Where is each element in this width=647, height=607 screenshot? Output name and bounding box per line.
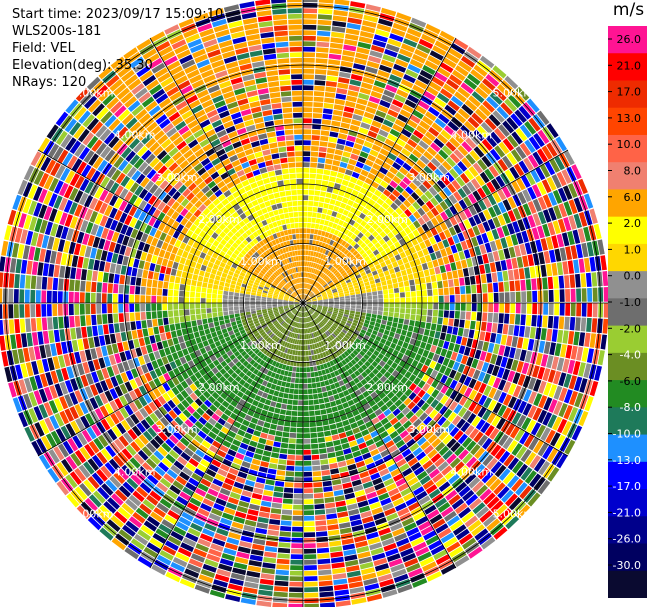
colorbar-segment <box>608 489 647 517</box>
colorbar-segment <box>608 80 647 109</box>
colorbar-tick-label: 21.0 <box>617 59 642 72</box>
colorbar-segment <box>608 216 647 245</box>
colorbar-segment <box>608 162 647 190</box>
range-ring-label: 2.00km <box>198 213 240 226</box>
azimuth-spoke <box>302 302 457 569</box>
colorbar-segment <box>608 570 647 598</box>
range-ring-label: 4.00km <box>451 129 493 142</box>
range-ring-label: 3.00km <box>408 171 450 184</box>
azimuth-spoke <box>37 149 304 304</box>
range-ring-label: 4.00km <box>451 465 493 478</box>
colorbar-tick-label: -4.0 <box>620 349 641 362</box>
azimuth-spoke <box>302 37 457 304</box>
colorbar-tick-label: -26.0 <box>613 533 641 546</box>
range-ring-label: 3.00km <box>156 171 198 184</box>
range-ring-label: 2.00km <box>198 381 240 394</box>
range-ring-label: 1.00km <box>324 339 366 352</box>
colorbar-segment <box>608 26 647 54</box>
range-ring-label: 4.00km <box>114 129 156 142</box>
colorbar-tick-label: -10.0 <box>613 428 641 441</box>
elevation-label: Elevation(deg): 35.30 <box>12 58 153 73</box>
colorbar-tick-label: -21.0 <box>613 506 641 519</box>
range-ring-label: 5.00km <box>72 87 114 100</box>
colorbar-tick-label: -13.0 <box>613 454 641 467</box>
range-ring-label: 4.00km <box>114 465 156 478</box>
colorbar-segment <box>608 407 647 436</box>
colorbar-tick-label: -2.0 <box>620 322 641 335</box>
colorbar-segment <box>608 543 647 572</box>
range-ring-label: 5.00km <box>493 507 535 520</box>
velocity-colorbar: 26.0 21.0 17.0 13.0 10.0 8.0 6.0 2.0 1.0 0.0 -1.0 -… <box>608 26 647 598</box>
range-ring-label: 5.00km <box>493 87 535 100</box>
range-ring-labels: 1.00km 2.00km 3.00km 4.00km 5.00km 1.00km 2.00… <box>72 87 534 521</box>
colorbar-tick-label: 1.0 <box>624 243 642 256</box>
azimuth-spoke <box>149 302 304 569</box>
colorbar-title: m/s <box>612 0 645 20</box>
colorbar-segment <box>608 516 647 545</box>
colorbar-tick-label: 13.0 <box>617 112 642 125</box>
colorbar-segment <box>608 243 647 272</box>
range-ring-label: 3.00km <box>408 423 450 436</box>
velocity-gates <box>0 0 609 607</box>
colorbar-tick-label: -17.0 <box>613 480 641 493</box>
scan-info-panel: Start time: 2023/09/17 15:09:10 WLS200s-… <box>12 6 223 91</box>
azimuth-spoke <box>302 149 569 304</box>
field-label: Field: VEL <box>12 41 75 56</box>
range-ring-label: 5.00km <box>72 507 114 520</box>
instrument-label: WLS200s-181 <box>12 24 102 39</box>
colorbar-tick-label: -6.0 <box>620 375 641 388</box>
colorbar-tick-label: 0.0 <box>624 270 642 283</box>
colorbar-segment <box>608 53 647 81</box>
colorbar-segment <box>608 434 647 463</box>
colorbar-tick-label: 17.0 <box>617 86 642 99</box>
colorbar-tick-label: 10.0 <box>617 138 642 151</box>
range-ring-label: 3.00km <box>156 423 198 436</box>
colorbar-tick-label: -30.0 <box>613 559 641 572</box>
azimuth-spoke <box>149 37 304 304</box>
colorbar-tick-label: 6.0 <box>624 191 642 204</box>
range-ring-label: 1.00km <box>324 255 366 268</box>
colorbar-segment <box>608 325 647 354</box>
colorbar-segment <box>608 352 647 381</box>
nrays-label: NRays: 120 <box>12 75 87 90</box>
azimuth-spoke <box>37 302 304 457</box>
range-ring-label: 1.00km <box>240 255 282 268</box>
colorbar-tick-label: -1.0 <box>620 296 641 309</box>
range-ring-label: 1.00km <box>240 339 282 352</box>
colorbar-tick-label: 8.0 <box>624 165 642 178</box>
colorbar-tick-label: -8.0 <box>620 401 641 414</box>
colorbar-segment <box>608 134 647 163</box>
colorbar-tick-label: 2.0 <box>624 217 642 230</box>
colorbar-tick-label: 26.0 <box>617 33 642 46</box>
colorbar-segment <box>608 189 647 218</box>
colorbar-segment <box>608 380 647 408</box>
range-rings <box>0 0 609 607</box>
colorbar-segment <box>608 298 647 327</box>
range-ring-label: 2.00km <box>366 381 408 394</box>
range-ring-label: 2.00km <box>366 213 408 226</box>
start-time-label: Start time: 2023/09/17 15:09:10 <box>12 7 224 22</box>
colorbar-segment <box>608 107 647 136</box>
azimuth-spoke <box>302 302 569 457</box>
colorbar-segment <box>608 461 647 490</box>
colorbar-segment <box>608 271 647 299</box>
